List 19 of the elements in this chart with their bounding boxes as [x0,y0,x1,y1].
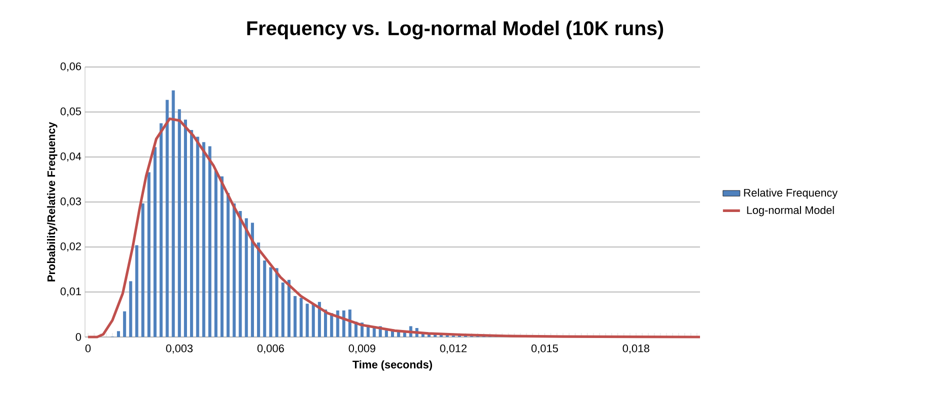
x-tick-label: 0,006 [257,344,284,354]
x-axis-title: Time (seconds) [352,360,432,371]
x-tick-label: 0,009 [348,344,376,354]
x-tick-label: 0 [85,344,91,352]
y-tick-label: 0 [76,333,82,341]
y-tick-label: 0,06 [60,62,81,72]
chart-title: Frequency vs. Log-normal Model (10K runs) [247,20,664,40]
x-tick-label: 0,018 [622,344,650,354]
x-tick-label: 0,015 [531,344,558,354]
y-tick-label: 0,03 [60,197,81,207]
x-tick-label: 0,003 [166,344,193,354]
y-tick-label: 0,01 [60,287,81,297]
legend-label: Log-normal Model [747,206,834,216]
y-tick-label: 0,02 [60,242,81,252]
y-tick-label: 0,05 [60,107,82,117]
y-tick-label: 0,04 [60,152,82,162]
y-axis-title: Probability/Relative Frequency [47,122,58,282]
legend-label: Relative Frequency [744,188,838,199]
x-tick-label: 0,012 [440,344,467,354]
